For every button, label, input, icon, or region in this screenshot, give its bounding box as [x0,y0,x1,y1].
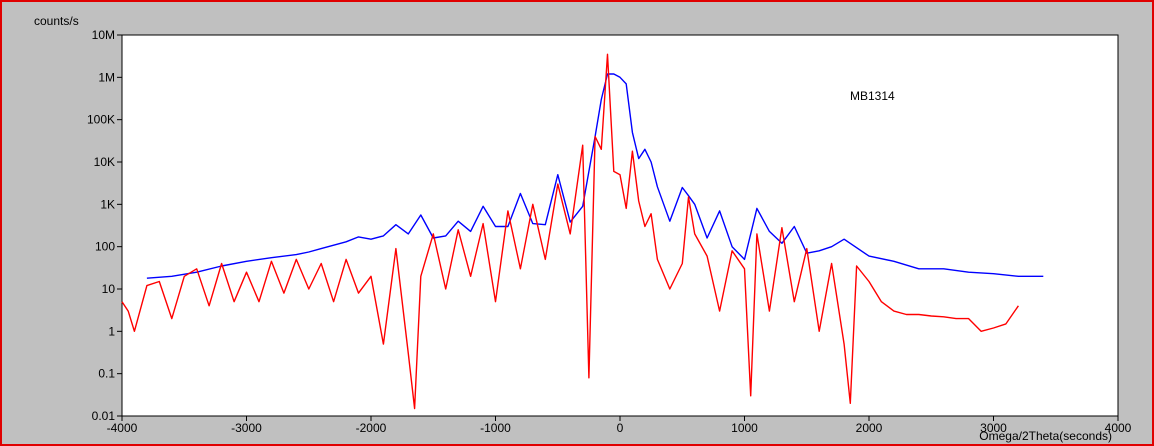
x-tick-label: -4000 [107,421,138,435]
x-tick-label: 4000 [1105,421,1132,435]
y-tick-label: 10 [102,282,116,296]
x-tick-label: 0 [617,421,624,435]
x-axis-label: Omega/2Theta(seconds) [979,429,1112,443]
plot-area [121,34,1119,417]
x-tick-label: -2000 [356,421,387,435]
x-tick-label: 3000 [980,421,1007,435]
y-tick-label: 10M [92,28,115,42]
y-tick-label: 100K [87,113,115,127]
y-tick-label: 1M [98,70,115,84]
blue-series-line [146,73,1044,279]
y-tick-label: 1K [100,197,115,211]
x-tick-label: -1000 [480,421,511,435]
sample-annotation: MB1314 [850,89,895,103]
x-tick-label: 2000 [856,421,883,435]
y-tick-label: 10K [94,155,115,169]
series-layer [121,53,1044,410]
y-tick-label: 0.1 [98,367,115,381]
y-axis-label: counts/s [34,14,79,28]
x-tick-label: -3000 [231,421,262,435]
y-tick-label: 100 [95,240,115,254]
x-tick-label: 1000 [731,421,758,435]
red-series-line [121,53,1019,410]
y-tick-label: 1 [108,324,115,338]
y-axis: 0.01 0.1 1 10 100 1K 10K 100K 1M 10M [87,28,122,423]
y-tick-label: 0.01 [92,409,116,423]
x-axis: -4000 -3000 -2000 -1000 0 1000 2000 3000 4000 [107,416,1132,435]
